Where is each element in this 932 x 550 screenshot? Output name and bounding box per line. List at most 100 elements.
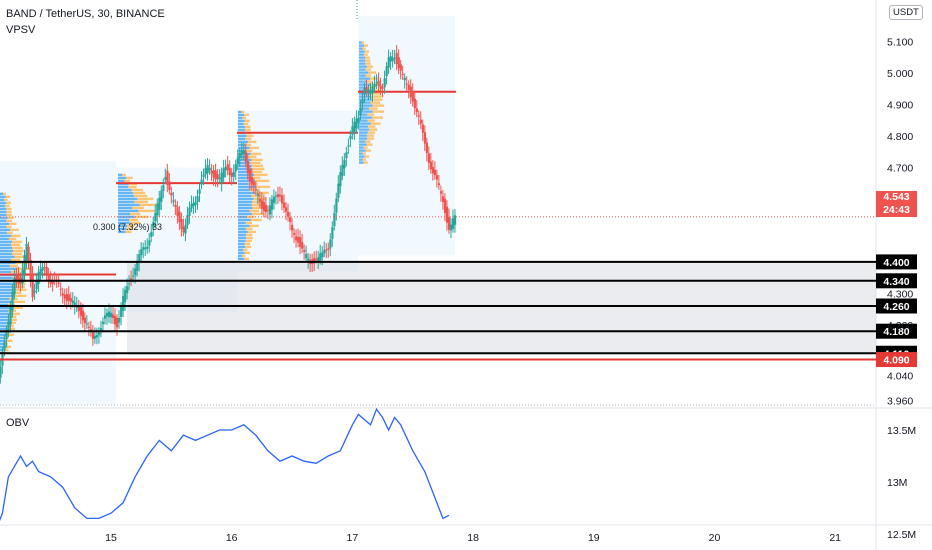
currency-badge[interactable]: USDT <box>889 5 923 20</box>
vp-bar-down <box>370 92 380 95</box>
candle <box>35 273 38 294</box>
vp-bar-down <box>362 158 367 161</box>
candle-body <box>190 203 193 209</box>
candle <box>401 65 404 81</box>
candle <box>303 244 306 260</box>
candle <box>101 317 105 333</box>
vp-bar-down <box>12 246 23 249</box>
candle-body <box>67 294 70 301</box>
candle <box>154 204 157 227</box>
vp-bar-up <box>238 200 253 204</box>
candle <box>355 110 358 134</box>
candle-body <box>270 199 274 210</box>
candle-body <box>152 222 155 228</box>
candle-body <box>409 86 412 98</box>
vp-bar-up <box>0 321 9 324</box>
vp-bar-down <box>130 212 141 216</box>
candle-body <box>299 237 302 247</box>
date-tick-19: 19 <box>588 532 600 544</box>
candle-body <box>282 202 286 208</box>
candle <box>156 198 159 224</box>
vp-bar-down <box>365 62 371 65</box>
candle <box>397 49 400 74</box>
vp-bar-up <box>238 248 244 252</box>
candle <box>250 169 254 191</box>
vp-bar-up <box>0 300 14 303</box>
candle <box>27 241 30 269</box>
candle-body <box>79 307 83 316</box>
vp-bar-up <box>0 318 10 321</box>
candle-body <box>83 317 87 323</box>
vp-bar-up <box>359 137 368 140</box>
candle-body <box>274 195 278 197</box>
vp-bar-up <box>238 218 251 222</box>
candle-body <box>202 174 205 177</box>
candle-body <box>164 177 167 180</box>
vp-bar-down <box>251 164 264 168</box>
candle <box>451 209 455 233</box>
vp-bar-down <box>11 252 22 255</box>
level-tag-text-4.090: 4.090 <box>883 355 909 367</box>
candle-body <box>397 57 400 69</box>
vp-bar-down <box>245 221 252 225</box>
candle-body <box>101 321 105 325</box>
candle <box>439 185 443 202</box>
price-tick-3.960: 3.960 <box>887 396 913 408</box>
candle-body <box>399 64 402 71</box>
candle <box>190 195 193 213</box>
candle-body <box>278 194 282 197</box>
vp-bar-down <box>8 327 16 330</box>
candle-body <box>168 181 171 190</box>
candle-body <box>285 207 288 212</box>
candle <box>293 228 296 244</box>
candle-body <box>37 271 40 284</box>
candle-body <box>345 152 348 159</box>
vp-bar-down <box>366 65 374 68</box>
vp-bar-down <box>246 134 254 138</box>
candle-body <box>170 192 173 196</box>
vp-bar-down <box>6 213 12 216</box>
candle <box>184 218 187 242</box>
candle-body <box>124 289 127 303</box>
vp-bar-down <box>250 161 261 165</box>
vp-bar-up <box>118 212 131 216</box>
candle <box>224 159 227 178</box>
candle <box>437 174 441 190</box>
candle-body <box>73 302 76 308</box>
date-tick-17: 17 <box>347 532 359 544</box>
candle-body <box>206 164 209 174</box>
vp-bar-up <box>0 252 12 255</box>
obv-label[interactable]: OBV <box>6 417 30 429</box>
indicator-label[interactable]: VPSV <box>6 24 36 36</box>
vp-bar-down <box>252 167 265 171</box>
candle <box>87 321 91 337</box>
vp-bar-up <box>359 158 363 161</box>
candle-body <box>280 195 284 204</box>
vp-bar-down <box>4 198 8 201</box>
vp-bar-up <box>0 231 8 234</box>
candle-body <box>51 282 54 284</box>
candle <box>85 315 89 329</box>
vp-bar-up <box>0 282 15 285</box>
candle <box>343 153 346 176</box>
candle <box>118 310 121 329</box>
candle-body <box>433 169 437 176</box>
candle-body <box>411 91 414 102</box>
candle-body <box>250 176 254 185</box>
candle-body <box>295 236 298 241</box>
vp-bar-down <box>251 158 263 162</box>
vp-bar-up <box>0 222 10 225</box>
vp-bar-down <box>126 227 134 231</box>
candle <box>122 288 125 318</box>
candle-body <box>325 249 328 251</box>
candle <box>160 185 163 211</box>
candle-body <box>321 252 324 258</box>
candle-body <box>291 225 294 231</box>
candle-body <box>218 177 221 180</box>
vp-bar-down <box>362 152 366 155</box>
candle-body <box>116 317 119 328</box>
vp-bar-up <box>0 243 12 246</box>
candle <box>77 299 81 319</box>
candle <box>105 308 109 325</box>
